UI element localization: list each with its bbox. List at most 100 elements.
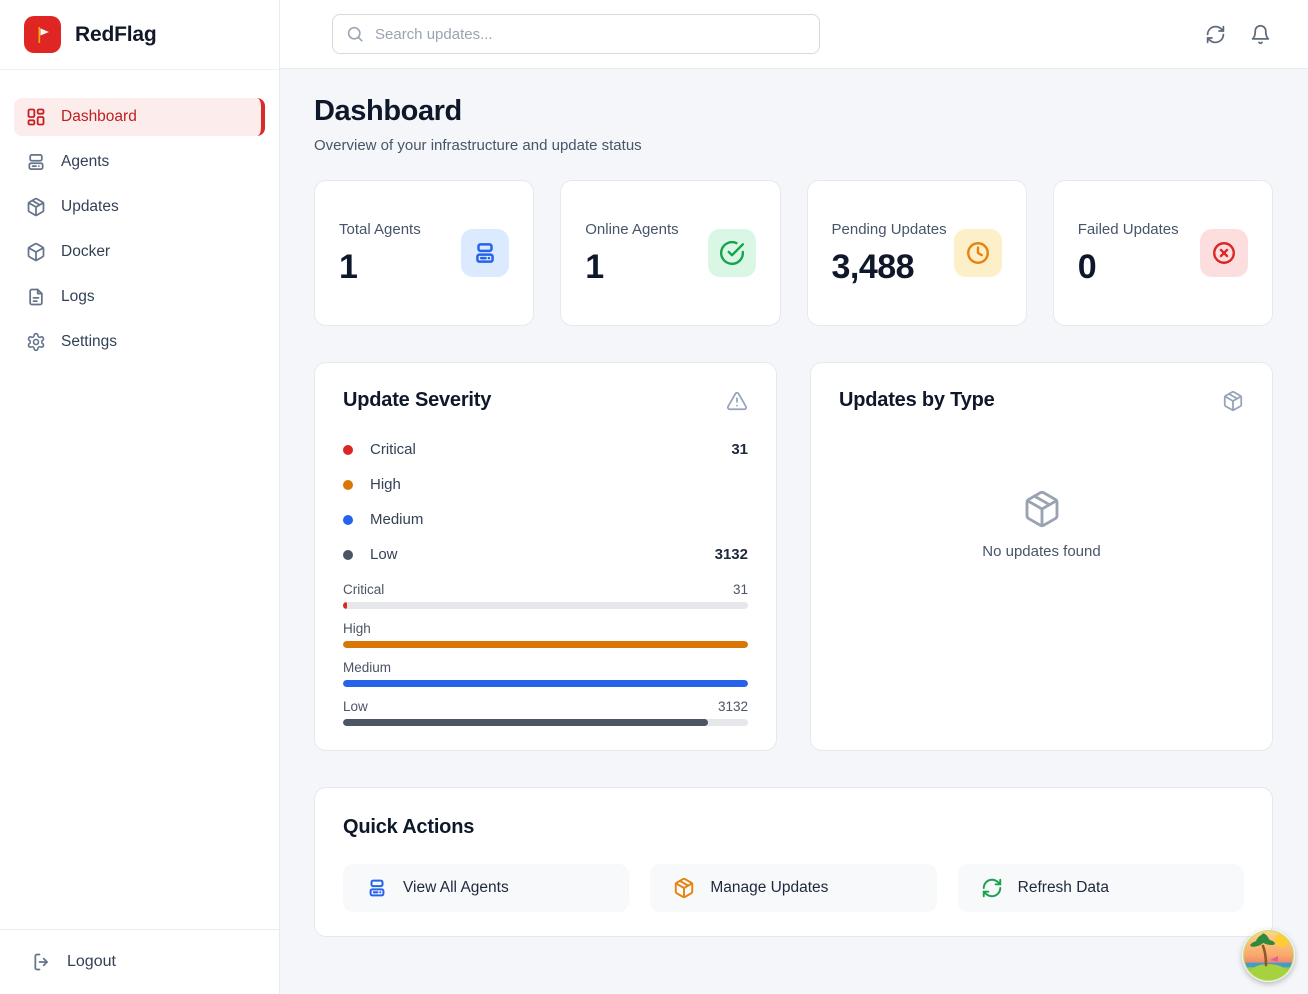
bell-icon[interactable] <box>1250 24 1271 45</box>
logout-label: Logout <box>67 953 116 970</box>
brand: RedFlag <box>0 0 279 69</box>
updates-panel-title: Updates by Type <box>839 389 995 411</box>
sidebar-footer: Logout <box>0 929 279 994</box>
stat-label: Online Agents <box>585 221 679 238</box>
sidebar-item-logs[interactable]: Logs <box>14 278 265 316</box>
package-icon <box>26 197 46 217</box>
package-icon <box>673 877 695 899</box>
stat-value: 3,488 <box>831 248 915 286</box>
file-text-icon <box>26 287 46 307</box>
sidebar-item-label: Logs <box>61 288 95 305</box>
dashboard-content: Dashboard Overview of your infrastructur… <box>280 69 1308 994</box>
legend-dot <box>343 514 353 525</box>
bar-label: Low <box>343 699 368 714</box>
main-column: Dashboard Overview of your infrastructur… <box>280 0 1308 994</box>
quick-actions-row: View All Agents Manage Updates <box>343 864 1244 912</box>
stat-value: 1 <box>585 248 604 286</box>
sidebar-item-label: Settings <box>61 333 118 350</box>
search-box[interactable] <box>332 14 820 54</box>
action-label: Manage Updates <box>710 879 829 896</box>
legend-label: Critical <box>370 441 416 458</box>
stat-card-total-agents: Total Agents 1 <box>314 180 535 326</box>
action-label: View All Agents <box>403 879 509 896</box>
tropical-island-badge[interactable] <box>1242 929 1295 982</box>
logout-button[interactable]: Logout <box>14 952 265 972</box>
empty-state: No updates found <box>839 384 1244 664</box>
server-icon <box>26 152 46 172</box>
legend-row-medium: Medium <box>343 502 748 537</box>
legend-value: 3132 <box>714 546 748 563</box>
stat-label: Failed Updates <box>1077 221 1179 238</box>
check-circle-icon <box>707 229 756 277</box>
sidebar-item-agents[interactable]: Agents <box>14 143 265 181</box>
quick-actions-title: Quick Actions <box>343 816 475 838</box>
stat-label: Total Agents <box>339 221 421 238</box>
stat-card-failed-updates: Failed Updates 0 <box>1052 180 1273 326</box>
middle-panels: Update Severity Critical 31 <box>314 362 1273 751</box>
bar-fill <box>343 602 348 609</box>
clock-icon <box>953 229 1002 277</box>
bar-track <box>343 602 748 609</box>
action-label: Refresh Data <box>1017 879 1109 896</box>
search-icon <box>346 25 364 43</box>
update-severity-panel: Update Severity Critical 31 <box>314 362 777 751</box>
bar-track <box>343 680 748 687</box>
refresh-icon[interactable] <box>1205 24 1226 45</box>
stat-label: Pending Updates <box>831 221 947 238</box>
bar-track <box>343 719 748 726</box>
alert-triangle-icon <box>726 390 748 412</box>
refresh-icon <box>981 877 1003 899</box>
legend-row-critical: Critical 31 <box>343 432 748 467</box>
view-all-agents-button[interactable]: View All Agents <box>343 864 630 912</box>
sidebar-item-settings[interactable]: Settings <box>14 323 265 361</box>
gear-icon <box>26 332 46 352</box>
stat-value: 0 <box>1077 248 1097 286</box>
legend-row-low: Low 3132 <box>343 537 748 572</box>
stat-card-pending-updates: Pending Updates 3,488 <box>806 180 1027 326</box>
bar-fill <box>343 641 748 648</box>
bar-medium: Medium <box>343 660 748 687</box>
logout-icon <box>32 952 52 972</box>
legend-row-high: High <box>343 467 748 502</box>
brand-name: RedFlag <box>75 22 157 46</box>
sidebar-item-dashboard[interactable]: Dashboard <box>14 98 265 136</box>
box-icon <box>26 242 46 262</box>
stats-grid: Total Agents 1 Online Agents 1 <box>314 180 1273 326</box>
severity-bars: Critical 31 High Medi <box>343 582 748 726</box>
refresh-data-button[interactable]: Refresh Data <box>957 864 1244 912</box>
empty-state-text: No updates found <box>982 542 1101 560</box>
flag-icon <box>38 26 49 43</box>
server-icon <box>366 877 388 899</box>
search-input[interactable] <box>375 25 806 43</box>
sidebar: RedFlag Dashboard Agents <box>0 0 280 994</box>
sidebar-item-label: Dashboard <box>61 108 137 125</box>
severity-legend: Critical 31 High Medium <box>343 432 748 572</box>
sidebar-item-label: Agents <box>61 153 110 170</box>
x-circle-icon <box>1200 229 1248 277</box>
sidebar-item-label: Docker <box>61 243 111 260</box>
bar-label: High <box>343 621 371 636</box>
bar-value: 31 <box>732 582 748 597</box>
bar-label: Critical <box>343 582 385 597</box>
bar-value: 3132 <box>717 699 748 714</box>
topbar-icons <box>1205 24 1271 45</box>
manage-updates-button[interactable]: Manage Updates <box>650 864 937 912</box>
severity-panel-title: Update Severity <box>343 389 492 411</box>
legend-label: High <box>370 476 401 493</box>
legend-label: Medium <box>370 511 424 528</box>
bar-fill <box>343 680 748 687</box>
bar-high: High <box>343 621 748 648</box>
dashboard-icon <box>26 107 46 127</box>
updates-by-type-panel: Updates by Type <box>810 362 1273 751</box>
sidebar-nav: Dashboard Agents Updates <box>0 69 279 929</box>
sidebar-item-updates[interactable]: Updates <box>14 188 265 226</box>
bar-critical: Critical 31 <box>343 582 748 609</box>
sidebar-item-label: Updates <box>61 198 119 215</box>
package-icon <box>1022 489 1062 529</box>
legend-dot <box>343 444 353 455</box>
stat-card-online-agents: Online Agents 1 <box>560 180 781 326</box>
legend-dot <box>343 479 353 490</box>
sidebar-item-docker[interactable]: Docker <box>14 233 265 271</box>
bar-fill <box>343 719 708 726</box>
topbar <box>280 0 1308 69</box>
